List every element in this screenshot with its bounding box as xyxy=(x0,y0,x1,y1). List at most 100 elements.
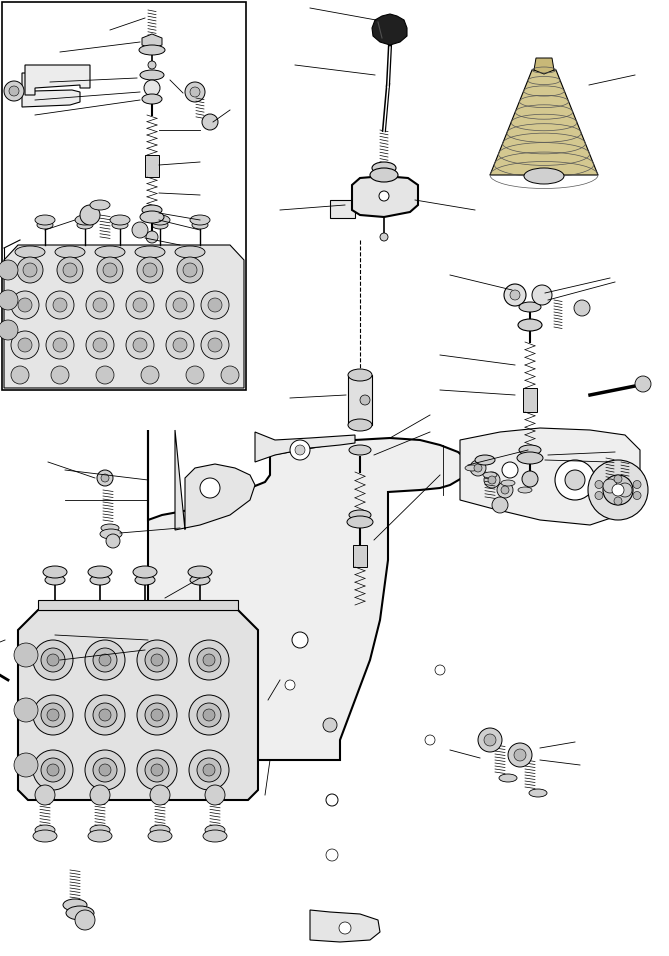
Ellipse shape xyxy=(112,221,128,229)
Circle shape xyxy=(133,338,147,352)
Polygon shape xyxy=(534,58,554,74)
Circle shape xyxy=(425,735,435,745)
Ellipse shape xyxy=(142,205,162,215)
Ellipse shape xyxy=(150,215,170,225)
Ellipse shape xyxy=(348,369,372,381)
Circle shape xyxy=(33,750,73,790)
Circle shape xyxy=(101,474,109,482)
Circle shape xyxy=(93,298,107,312)
Circle shape xyxy=(126,331,154,359)
Circle shape xyxy=(197,758,221,782)
Circle shape xyxy=(41,758,65,782)
Circle shape xyxy=(103,263,117,277)
Circle shape xyxy=(203,654,215,666)
Circle shape xyxy=(183,263,197,277)
Circle shape xyxy=(53,298,67,312)
Circle shape xyxy=(501,486,509,494)
Circle shape xyxy=(492,497,508,513)
Circle shape xyxy=(205,785,225,805)
Circle shape xyxy=(18,298,32,312)
Circle shape xyxy=(514,749,526,761)
Circle shape xyxy=(326,849,338,861)
Polygon shape xyxy=(310,910,380,942)
Circle shape xyxy=(33,695,73,735)
Circle shape xyxy=(614,497,622,505)
Circle shape xyxy=(635,376,651,392)
Circle shape xyxy=(93,758,117,782)
Polygon shape xyxy=(25,65,90,95)
Bar xyxy=(145,155,159,177)
Bar xyxy=(523,388,537,412)
Circle shape xyxy=(80,205,100,225)
Circle shape xyxy=(603,479,617,493)
Circle shape xyxy=(618,483,632,497)
Circle shape xyxy=(189,640,229,680)
Circle shape xyxy=(189,750,229,790)
Circle shape xyxy=(86,291,114,319)
Ellipse shape xyxy=(100,529,122,539)
Polygon shape xyxy=(68,430,468,760)
Circle shape xyxy=(90,785,110,805)
Circle shape xyxy=(285,680,295,690)
Ellipse shape xyxy=(75,215,95,225)
Circle shape xyxy=(202,114,218,130)
Circle shape xyxy=(221,366,239,384)
Polygon shape xyxy=(38,600,238,610)
Circle shape xyxy=(137,640,177,680)
Polygon shape xyxy=(22,73,80,107)
Ellipse shape xyxy=(45,575,65,585)
Circle shape xyxy=(186,366,204,384)
Circle shape xyxy=(295,445,305,455)
Circle shape xyxy=(145,703,169,727)
Ellipse shape xyxy=(519,302,541,312)
Polygon shape xyxy=(330,200,355,218)
Ellipse shape xyxy=(139,45,165,55)
Ellipse shape xyxy=(95,246,125,258)
Circle shape xyxy=(93,703,117,727)
Circle shape xyxy=(106,534,120,548)
Circle shape xyxy=(292,632,308,648)
Circle shape xyxy=(197,703,221,727)
Circle shape xyxy=(46,291,74,319)
Circle shape xyxy=(14,698,38,722)
Circle shape xyxy=(14,643,38,667)
Circle shape xyxy=(474,464,482,472)
Circle shape xyxy=(208,338,222,352)
Circle shape xyxy=(502,462,518,478)
Circle shape xyxy=(614,475,622,483)
Circle shape xyxy=(197,648,221,672)
Circle shape xyxy=(203,764,215,776)
Circle shape xyxy=(151,654,163,666)
Circle shape xyxy=(85,695,125,735)
Circle shape xyxy=(144,80,160,96)
Ellipse shape xyxy=(190,575,210,585)
Circle shape xyxy=(93,648,117,672)
Ellipse shape xyxy=(475,455,495,465)
Ellipse shape xyxy=(518,319,542,331)
Ellipse shape xyxy=(205,825,225,835)
Ellipse shape xyxy=(142,94,162,104)
Ellipse shape xyxy=(140,70,164,80)
Circle shape xyxy=(11,331,39,359)
Circle shape xyxy=(379,191,389,201)
Circle shape xyxy=(47,709,59,721)
Ellipse shape xyxy=(140,211,164,223)
Circle shape xyxy=(4,81,24,101)
Circle shape xyxy=(435,665,445,675)
Circle shape xyxy=(177,257,203,283)
Circle shape xyxy=(323,718,337,732)
Circle shape xyxy=(151,764,163,776)
Circle shape xyxy=(33,640,73,680)
Circle shape xyxy=(47,654,59,666)
Ellipse shape xyxy=(517,452,543,464)
Polygon shape xyxy=(18,610,258,800)
Ellipse shape xyxy=(192,221,208,229)
Ellipse shape xyxy=(88,566,112,578)
Polygon shape xyxy=(490,70,598,175)
Circle shape xyxy=(189,695,229,735)
Circle shape xyxy=(185,82,205,102)
Circle shape xyxy=(173,338,187,352)
Circle shape xyxy=(141,366,159,384)
Circle shape xyxy=(63,263,77,277)
Circle shape xyxy=(97,470,113,486)
